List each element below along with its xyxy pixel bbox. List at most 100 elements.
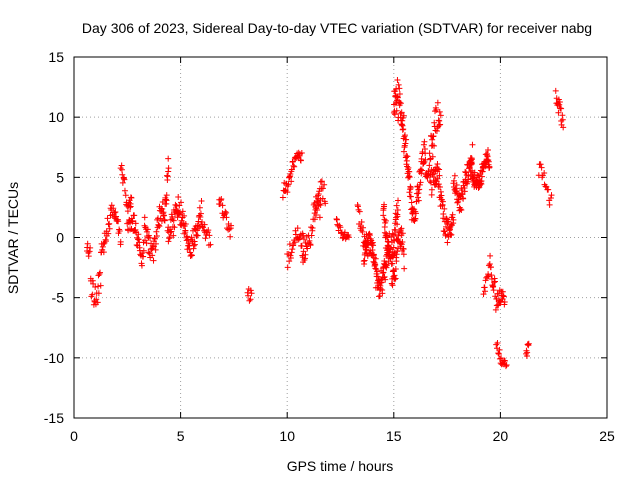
data-point [392, 227, 399, 234]
data-point [95, 272, 102, 279]
y-tick-label: -5 [52, 290, 65, 306]
data-point [135, 236, 142, 243]
data-point [150, 257, 157, 264]
data-point [314, 206, 321, 213]
data-point [407, 193, 414, 200]
data-point [225, 226, 232, 233]
data-point [436, 108, 443, 115]
data-point [90, 280, 97, 287]
data-point [400, 251, 407, 258]
data-point [297, 157, 304, 164]
data-point [175, 194, 182, 201]
data-point [165, 155, 172, 162]
data-point [383, 262, 390, 269]
data-point [120, 175, 127, 182]
data-point [501, 357, 508, 364]
data-point [490, 283, 497, 290]
data-point [431, 119, 438, 126]
data-point [429, 142, 436, 149]
data-point [415, 190, 422, 197]
data-point [484, 157, 491, 164]
data-point [196, 204, 203, 211]
data-point [494, 339, 501, 346]
data-point [300, 232, 307, 239]
data-point [218, 195, 225, 202]
data-point [460, 195, 467, 202]
data-point [418, 155, 425, 162]
y-tick-label: 10 [48, 109, 64, 125]
data-point [119, 171, 126, 178]
data-point [176, 202, 183, 209]
data-point [105, 230, 112, 237]
data-point [84, 240, 91, 247]
data-point [431, 108, 438, 115]
data-point [429, 153, 436, 160]
data-point [394, 77, 401, 84]
data-point [171, 224, 178, 231]
data-point [498, 355, 505, 362]
data-point [333, 215, 340, 222]
data-point [403, 136, 410, 143]
data-point [380, 212, 387, 219]
data-point [416, 186, 423, 193]
data-point [399, 126, 406, 133]
data-point [177, 211, 184, 218]
data-point [450, 216, 457, 223]
data-point [394, 221, 401, 228]
data-point [315, 191, 322, 198]
data-point [124, 208, 131, 215]
data-point [227, 233, 234, 240]
data-point [356, 208, 363, 215]
data-point [391, 276, 398, 283]
data-point [322, 200, 329, 207]
data-point [307, 242, 314, 249]
data-point [173, 203, 180, 210]
data-point [500, 293, 507, 300]
data-point [525, 340, 532, 347]
data-point [450, 177, 457, 184]
data-point [426, 150, 433, 157]
data-point [294, 225, 301, 232]
data-point [133, 242, 140, 249]
data-point [217, 201, 223, 208]
data-point [175, 210, 182, 217]
x-tick-label: 25 [599, 428, 615, 444]
data-point [453, 182, 460, 189]
data-point [197, 210, 204, 217]
data-point [436, 166, 443, 173]
data-point [198, 198, 205, 205]
data-point [184, 233, 191, 240]
data-point [153, 233, 160, 240]
data-point [187, 253, 194, 260]
data-point [484, 146, 491, 153]
data-point [145, 249, 152, 256]
data-point [524, 349, 531, 356]
data-point [131, 212, 138, 219]
data-point [382, 276, 389, 283]
data-point [374, 268, 381, 275]
data-point [418, 170, 425, 177]
data-point [445, 218, 452, 225]
data-point [166, 235, 173, 242]
x-tick-labels: 0 5 10 15 20 25 [70, 428, 615, 444]
data-point [149, 242, 156, 249]
data-point [488, 276, 495, 283]
data-point [160, 209, 167, 216]
data-point [437, 112, 444, 119]
data-point [149, 252, 156, 259]
data-point [177, 221, 184, 228]
data-point [389, 253, 396, 260]
data-point [246, 297, 253, 304]
data-point [360, 224, 367, 231]
data-point [485, 158, 492, 165]
data-point [166, 234, 173, 241]
data-point [181, 212, 188, 219]
data-point [321, 181, 328, 188]
data-point [382, 217, 389, 224]
data-point [85, 253, 92, 260]
data-point [111, 209, 118, 216]
data-point [400, 148, 407, 155]
data-point [363, 242, 370, 249]
data-point [393, 86, 400, 93]
grid-lines [74, 57, 607, 418]
